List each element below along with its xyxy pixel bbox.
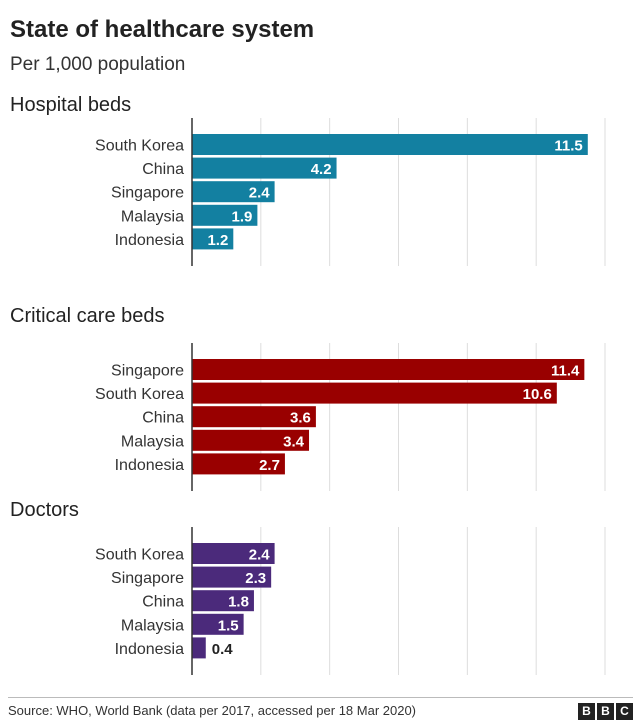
footer-divider [8,697,633,698]
source-note: Source: WHO, World Bank (data per 2017, … [8,703,417,718]
bar [192,543,275,564]
chart-title: State of healthcare system [10,16,315,43]
data-label: 1.2 [207,232,228,249]
bbc-logo-letter: B [597,703,614,720]
data-label: 4.2 [311,161,332,178]
category-label: Malaysia [121,617,184,634]
data-label: 11.4 [551,363,580,380]
bar [192,566,272,588]
data-label: 3.6 [290,410,311,427]
category-label: South Korea [95,138,184,155]
bar [192,382,557,404]
category-label: Indonesia [115,641,184,658]
data-label: 2.4 [249,185,271,202]
bar [192,613,244,635]
category-label: China [142,594,184,611]
hospital-beds-chart: South Korea 11.5 China 4.2 Singapore 2.4 Malay… [95,118,606,266]
data-label: 1.9 [232,208,253,225]
bar [192,181,275,203]
data-label: 2.3 [245,570,266,587]
category-label: Singapore [111,363,184,380]
section-title-doctors: Doctors [10,499,79,521]
data-label: 0.4 [212,641,234,658]
bar [192,453,285,475]
bar [192,134,588,155]
data-label: 10.6 [523,386,552,403]
bar [192,406,316,428]
category-label: China [142,161,184,178]
category-label: South Korea [95,386,184,403]
category-label: China [142,410,184,427]
data-label: 1.8 [228,594,249,611]
category-label: South Korea [95,547,184,564]
category-label: Singapore [111,570,184,587]
critical-care-beds-chart: Singapore 11.4 South Korea 10.6 China 3.6 Mala… [95,343,606,491]
bar [192,637,206,659]
data-label: 3.4 [283,433,305,450]
bbc-logo-letter: C [616,703,633,720]
doctors-chart: South Korea 2.4 Singapore 2.3 China 1.8 Malays… [95,527,606,675]
category-label: Malaysia [121,433,184,450]
bar [192,228,234,250]
data-label: 1.5 [218,617,239,634]
bbc-logo-letter: B [578,703,595,720]
category-label: Singapore [111,185,184,202]
data-label: 2.7 [259,457,280,474]
bar [192,204,258,226]
category-label: Indonesia [115,457,184,474]
data-label: 2.4 [249,547,271,564]
section-title-critical-care-beds: Critical care beds [10,305,165,327]
bbc-logo: B B C [578,703,633,720]
bar [192,359,585,380]
data-label: 11.5 [554,138,582,155]
bar [192,157,337,179]
section-title-hospital-beds: Hospital beds [10,94,132,116]
chart-subtitle: Per 1,000 population [10,54,186,75]
category-label: Indonesia [115,232,184,249]
category-label: Malaysia [121,208,184,225]
bar [192,429,310,451]
bar [192,590,254,612]
